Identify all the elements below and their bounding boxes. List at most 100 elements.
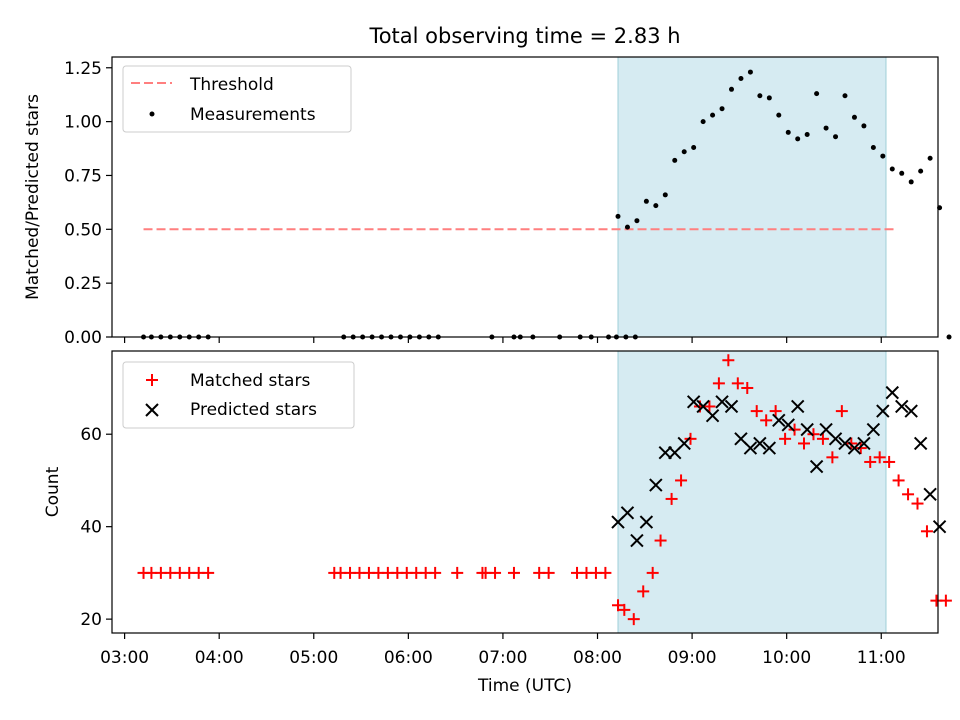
matched-star-point xyxy=(854,442,867,455)
measurement-point xyxy=(729,86,734,92)
measurement-point xyxy=(662,192,668,198)
x-tick-label: 04:00 xyxy=(195,648,244,668)
matched-legend-label: Matched stars xyxy=(190,371,310,391)
predicted-star-point xyxy=(649,478,663,492)
predicted-star-point xyxy=(809,459,824,474)
measurements-legend-label: Measurements xyxy=(190,105,316,125)
matched-star-point xyxy=(684,432,697,445)
measurement-point xyxy=(738,76,744,82)
predicted-star-point xyxy=(620,506,635,520)
bottom-legend: Matched stars Predicted stars xyxy=(122,361,355,429)
matched-star-point xyxy=(731,377,744,390)
measurements-legend-swatch xyxy=(149,111,155,117)
matched-star-point xyxy=(507,566,520,579)
matched-star-point xyxy=(202,566,215,579)
predicted-star-point xyxy=(800,422,814,437)
matched-star-point xyxy=(911,497,924,510)
matched-star-point xyxy=(807,428,820,441)
matched-star-point xyxy=(627,613,640,626)
measurement-point xyxy=(880,153,886,159)
measurement-point xyxy=(842,93,848,99)
predicted-star-point xyxy=(847,441,862,455)
measurement-point xyxy=(823,125,829,131)
predicted-star-point xyxy=(705,409,720,423)
predicted-star-point xyxy=(658,445,673,460)
x-tick-label: 06:00 xyxy=(384,648,433,668)
matched-star-point xyxy=(769,405,782,418)
bottom-y-tick-label: 20 xyxy=(80,610,102,630)
measurement-point xyxy=(719,106,725,112)
matched-star-point xyxy=(939,594,952,607)
matched-star-point xyxy=(788,423,801,436)
measurement-point xyxy=(946,334,952,340)
matched-star-point xyxy=(489,566,502,579)
measurement-point xyxy=(804,132,810,138)
matched-star-point xyxy=(779,432,792,445)
measurement-point xyxy=(672,157,678,163)
predicted-star-point xyxy=(932,519,947,534)
measurement-point xyxy=(624,224,630,230)
matched-star-point xyxy=(542,566,555,579)
matched-star-point xyxy=(798,437,811,450)
matched-star-point xyxy=(665,492,678,505)
predicted-stars-points xyxy=(611,385,947,548)
measurement-point xyxy=(795,136,801,142)
predicted-star-point xyxy=(876,404,890,418)
bottom-panel: 20 40 60 03:00 04:00 05:00 06:00 07:00 08:00 09:… xyxy=(43,350,952,696)
predicted-legend-swatch xyxy=(145,403,159,417)
predicted-star-point xyxy=(677,436,691,451)
predicted-star-point xyxy=(762,441,777,455)
measurement-point xyxy=(861,123,867,129)
matched-star-point xyxy=(920,525,933,538)
predicted-star-point xyxy=(913,436,928,451)
chart-title: Total observing time = 2.83 h xyxy=(368,24,680,48)
bottom-legend-box xyxy=(122,361,355,429)
matched-star-point xyxy=(741,381,754,394)
measurement-point xyxy=(833,134,839,140)
matched-star-point xyxy=(750,405,763,418)
top-axes-frame xyxy=(111,56,939,338)
matched-star-point xyxy=(845,437,858,450)
matched-legend-swatch xyxy=(146,374,158,386)
matched-star-point xyxy=(703,400,716,413)
predicted-star-point xyxy=(715,395,729,409)
measurement-point xyxy=(851,114,857,120)
matched-star-point xyxy=(902,488,915,501)
top-y-tick-label: 0.50 xyxy=(64,220,102,240)
bottom-y-ticks: 20 40 60 xyxy=(80,425,112,630)
measurement-point xyxy=(918,168,924,174)
measurement-point xyxy=(634,218,640,224)
bottom-y-axis-label: Count xyxy=(43,466,63,517)
top-y-tick-label: 1.25 xyxy=(64,59,102,79)
measurement-point xyxy=(766,95,772,101)
measurement-point xyxy=(653,203,659,209)
x-tick-label: 05:00 xyxy=(289,648,338,668)
top-y-ticks: 0.00 0.25 0.50 0.75 1.00 1.25 xyxy=(64,59,112,348)
top-legend: Threshold Measurements xyxy=(122,65,352,133)
top-x-ticks xyxy=(124,337,882,343)
matched-star-point xyxy=(722,354,735,367)
matched-star-point xyxy=(864,455,877,468)
matched-star-point xyxy=(646,566,659,579)
predicted-star-point xyxy=(686,395,701,409)
top-shaded-region xyxy=(617,56,887,338)
predicted-star-point xyxy=(857,436,871,451)
top-y-tick-label: 0.00 xyxy=(64,328,102,348)
predicted-star-point xyxy=(885,385,899,400)
x-tick-label: 03:00 xyxy=(100,648,149,668)
measurement-point xyxy=(908,179,914,185)
matched-star-point xyxy=(826,451,839,464)
threshold-legend-label: Threshold xyxy=(189,75,274,95)
matched-star-point xyxy=(599,566,612,579)
measurement-point xyxy=(643,198,649,204)
measurement-point xyxy=(747,69,753,75)
matched-star-point xyxy=(429,566,442,579)
top-legend-box xyxy=(122,65,352,133)
top-y-tick-label: 1.00 xyxy=(64,113,102,133)
matched-star-point xyxy=(883,455,896,468)
predicted-star-point xyxy=(630,533,644,548)
matched-star-point xyxy=(675,474,688,487)
measurement-point xyxy=(814,91,820,97)
measurement-point xyxy=(615,213,621,219)
